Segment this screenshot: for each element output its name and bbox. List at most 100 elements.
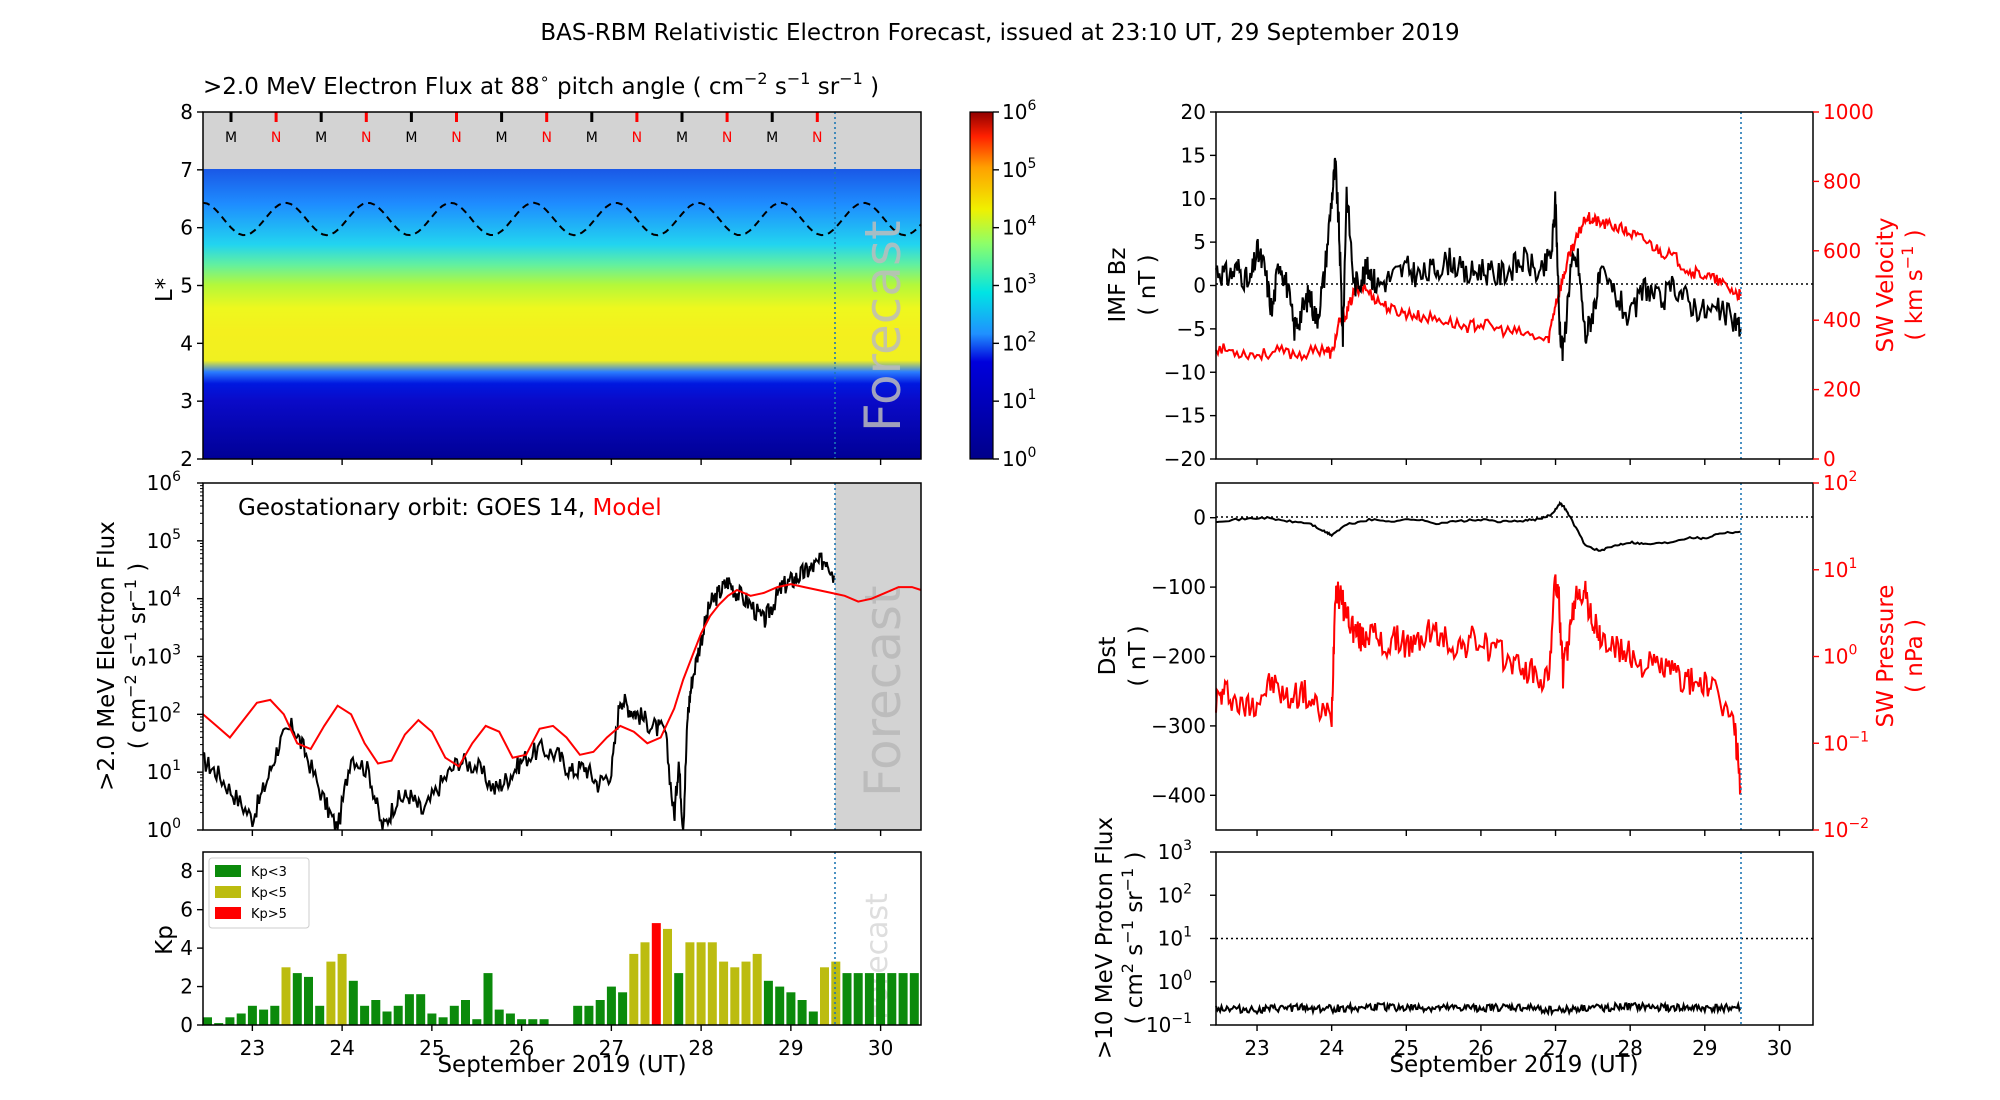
kp-bar [820,967,829,1025]
imf-y2tick-label: 600 [1823,239,1861,263]
kp-bar [573,1005,583,1025]
kp-bar [371,1000,381,1025]
kp-legend-swatch-low [215,865,241,877]
orbit-marker-label: M [225,130,237,146]
dst-frame [1215,482,1814,831]
imf-series-sw-velocity [1215,211,1742,363]
flux-map-ytick-label: 5 [180,274,193,298]
proton-y-axis: 10−1 100 101 102 103 [1146,838,1216,1037]
kp-bar [494,1009,504,1025]
orbit-marker-label: M [405,130,417,146]
kp-bar [730,967,740,1025]
imf-y2tick-label: 400 [1823,308,1861,332]
proton-xtick-label: 25 [1394,1036,1419,1060]
kp-ytick-label: 4 [180,936,193,960]
kp-legend-label-high: Kp>5 [251,907,287,922]
kp-bar [528,1019,538,1025]
imf-ytick-label: −10 [1164,360,1206,384]
kp-xtick-label: 24 [329,1036,354,1060]
colorbar-tick-label: 102 [1002,329,1036,355]
proton-xtick-label: 28 [1617,1036,1642,1060]
dst-y2tick-label: 10−2 [1823,816,1869,842]
proton-ylabel-2: ( cm2 s−1 sr−1 ) [1118,851,1148,1024]
kp-bars [203,923,919,1025]
kp-bar [304,976,313,1025]
orbit-marker-label: M [586,130,598,146]
kp-xlabel: September 2019 (UT) [437,1052,686,1078]
kp-legend-label-low: Kp<3 [251,865,287,880]
kp-bar [887,973,897,1025]
colorbar-tick-label: 100 [1002,445,1036,471]
proton-series [1215,1000,1742,1017]
orbit-marker-label: M [315,130,327,146]
geo-ytick-label: 105 [147,527,181,553]
orbit-marker-label: M [496,130,508,146]
imf-ylabel-2: ( nT ) [1135,254,1161,315]
dst-ytick-label: −200 [1151,645,1206,669]
kp-xtick-label: 25 [419,1036,444,1060]
geo-ytick-label: 103 [147,643,181,669]
imf-y-axis: −20 −15 −10 −5 0 5 10 15 20 [1164,100,1781,471]
kp-bar [461,1000,470,1025]
kp-xtick-label: 28 [688,1036,713,1060]
geo-ytick-label: 101 [147,758,181,784]
imf-ytick-label: 5 [1193,230,1206,254]
kp-bar [270,1005,280,1025]
imf-ytick-label: 0 [1193,274,1206,298]
orbit-marker-label: N [541,130,551,146]
kp-ytick-label: 6 [180,898,193,922]
kp-bar [438,1017,448,1025]
dst-y2tick-label: 102 [1823,469,1857,495]
kp-bar [629,953,639,1025]
geo-forecast-shade [835,483,921,830]
kp-bar [505,1013,515,1025]
kp-xtick-label: 23 [240,1036,265,1060]
kp-xtick-label: 26 [509,1036,534,1060]
kp-bar [326,961,336,1025]
flux-map-ytick-label: 3 [180,389,193,413]
proton-frame [1215,851,1814,1026]
flux-map-ytick-label: 2 [180,447,193,471]
orbit-marker-label: N [271,130,281,146]
proton-xtick-label: 23 [1244,1036,1269,1060]
orbit-marker-label: M [676,130,688,146]
orbit-marker-label: N [361,130,371,146]
proton-ytick-label: 103 [1158,838,1192,864]
imf-panel: −20 −15 −10 −5 0 5 10 15 20 0 200 400 600 800 1000 IM… [1105,100,1928,471]
dst-ytick-label: 0 [1193,506,1206,530]
proton-xtick-label: 30 [1767,1036,1792,1060]
kp-bar [741,961,751,1025]
kp-bar [315,1005,325,1025]
proton-xtick-label: 26 [1468,1036,1493,1060]
flux-map-forecast-text: Forecast [854,220,912,432]
dst-y2label-1: SW Pressure [1873,585,1899,728]
kp-bar [382,1011,392,1025]
orbit-marker-label: N [812,130,822,146]
flux-map-dashed-contour [202,201,922,237]
kp-bar [876,973,886,1025]
kp-bar [663,928,672,1025]
kp-frame [202,851,922,1026]
dst-y2tick-label: 10−1 [1823,729,1869,755]
imf-y2label-1: SW Velocity [1873,218,1899,353]
imf-ytick-label: 20 [1181,100,1206,124]
kp-bar [808,1011,818,1025]
kp-x-axis: 23 24 25 26 27 28 29 30 [240,1025,893,1060]
dst-y2tick-label: 100 [1823,643,1857,669]
kp-bar [640,942,650,1025]
imf-ytick-label: −20 [1164,447,1206,471]
colorbar-tick-label: 106 [1002,98,1036,124]
imf-series-bz [1215,157,1742,362]
proton-ylabel-1: >10 MeV Proton Flux [1092,817,1118,1059]
colorbar-tick-label: 104 [1002,214,1036,240]
kp-bar [853,973,863,1025]
kp-bar [348,980,358,1025]
geo-legend: Geostationary orbit: GOES 14, Model [238,495,662,521]
kp-xtick-label: 27 [599,1036,624,1060]
proton-xtick-label: 27 [1543,1036,1568,1060]
imf-ytick-label: 15 [1181,143,1206,167]
orbit-marker-label: N [722,130,732,146]
kp-ytick-label: 0 [180,1013,193,1037]
